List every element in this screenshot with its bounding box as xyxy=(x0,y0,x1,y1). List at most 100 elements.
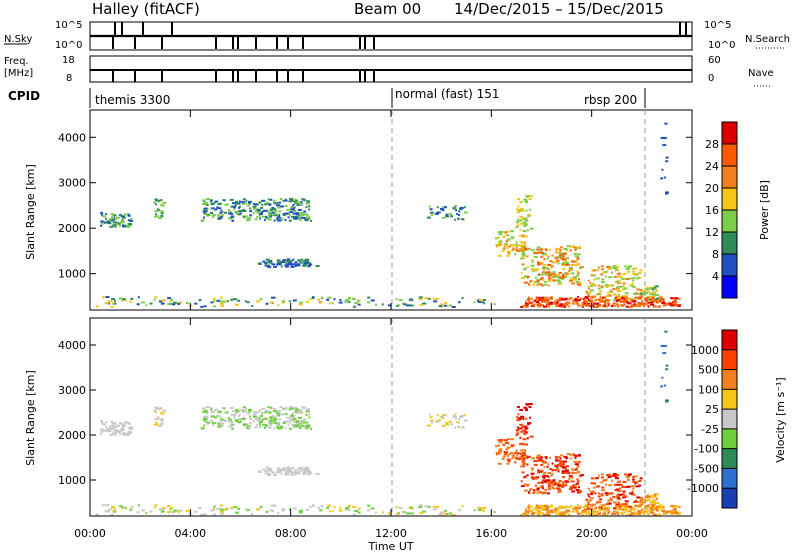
power-pixel xyxy=(300,214,304,217)
power-pixel xyxy=(264,264,269,267)
velocity-pixel xyxy=(273,473,278,476)
velocity-pixel xyxy=(286,471,291,474)
power-pixel xyxy=(540,273,544,276)
velocity-pixel xyxy=(552,479,556,482)
power-pixel xyxy=(439,207,444,210)
velocity-pixel xyxy=(600,509,605,512)
velocity-pixel xyxy=(533,489,536,492)
power-pixel xyxy=(270,296,275,299)
power-pixel xyxy=(246,301,250,304)
power-pixel xyxy=(577,296,580,299)
velocity-pixel xyxy=(128,431,132,434)
velocity-pixel xyxy=(601,476,605,479)
power-pixel xyxy=(239,212,242,215)
power-pixel xyxy=(517,205,520,208)
velocity-pixel xyxy=(233,506,238,509)
power-pixel xyxy=(540,248,544,251)
power-pixel xyxy=(212,300,215,303)
power-pixel xyxy=(606,300,610,303)
velocity-pixel xyxy=(538,458,543,461)
power-pixel xyxy=(543,263,547,266)
velocity-pixel xyxy=(575,510,580,513)
power-pixel xyxy=(673,298,676,301)
power-pixel xyxy=(546,305,551,308)
power-pixel xyxy=(673,301,677,304)
power-pixel xyxy=(505,240,509,243)
velocity-pixel xyxy=(115,425,118,428)
velocity-pixel xyxy=(576,471,580,474)
power-pixel xyxy=(506,254,510,257)
velocity-pixel xyxy=(209,407,213,410)
velocity-pixel xyxy=(559,484,563,487)
power-pixel xyxy=(652,293,657,296)
power-pixel xyxy=(576,263,580,266)
power-pixel xyxy=(524,219,529,222)
velocity-pixel xyxy=(203,416,207,419)
velocity-pixel xyxy=(261,419,264,422)
power-pixel xyxy=(288,261,293,264)
power-pixel xyxy=(654,286,657,289)
power-pixel xyxy=(632,279,635,282)
power-pixel xyxy=(251,305,254,308)
power-pixel xyxy=(127,219,130,222)
power-pixel xyxy=(329,302,332,305)
velocity-pixel xyxy=(631,490,634,493)
power-pixel xyxy=(537,302,541,305)
power-pixel xyxy=(537,298,541,301)
power-pixel xyxy=(497,254,502,257)
velocity-pixel xyxy=(582,509,585,512)
power-pixel xyxy=(274,202,277,205)
velocity-pixel xyxy=(624,508,627,511)
power-pixel xyxy=(630,304,633,307)
power-pixel xyxy=(665,304,668,307)
velocity-pixel xyxy=(528,504,531,507)
power-pixel xyxy=(112,218,116,221)
velocity-pixel xyxy=(104,510,109,513)
velocity-pixel xyxy=(628,513,633,516)
date-range: 14/Dec/2015 – 15/Dec/2015 xyxy=(454,0,664,18)
velocity-pixel xyxy=(255,508,260,511)
power-pixel xyxy=(112,221,117,224)
power-pixel xyxy=(441,209,445,212)
power-pixel xyxy=(294,202,297,205)
power-pixel xyxy=(559,304,563,307)
power-pixel xyxy=(632,300,637,303)
velocity-pixel xyxy=(127,432,132,435)
velocity-pixel xyxy=(510,444,515,447)
power-pixel xyxy=(589,282,592,285)
power-pixel xyxy=(290,263,294,266)
power-pixel xyxy=(452,207,456,210)
velocity-pixel xyxy=(605,503,609,506)
power-pixel xyxy=(497,241,502,244)
power-pixel xyxy=(516,221,520,224)
power-pixel xyxy=(642,292,645,295)
velocity-pixel xyxy=(213,409,216,412)
velocity-pixel xyxy=(110,421,114,424)
power-pixel xyxy=(544,280,548,283)
velocity-pixel xyxy=(249,415,252,418)
velocity-pixel xyxy=(660,506,665,509)
velocity-pixel xyxy=(160,420,164,423)
power-pixel xyxy=(289,259,294,262)
power-pixel xyxy=(665,122,668,125)
velocity-pixel xyxy=(640,498,644,501)
power-pixel xyxy=(155,215,159,218)
velocity-pixel xyxy=(593,486,596,489)
velocity-pixel xyxy=(229,418,233,421)
velocity-pixel xyxy=(540,456,544,459)
velocity-pixel xyxy=(450,423,454,426)
velocity-pixel xyxy=(632,487,635,490)
velocity-pixel xyxy=(454,426,457,429)
velocity-pixel xyxy=(524,508,527,511)
velocity-pixel xyxy=(280,473,283,476)
power-pixel xyxy=(339,299,342,302)
velocity-pixel xyxy=(624,504,629,507)
velocity-pixel xyxy=(662,508,665,511)
velocity-pixel xyxy=(511,457,514,460)
power-pixel xyxy=(103,221,108,224)
velocity-pixel xyxy=(589,497,594,500)
velocity-pixel xyxy=(534,477,538,480)
velocity-pixel xyxy=(507,438,510,441)
velocity-pixel xyxy=(267,406,270,409)
power-pixel xyxy=(303,260,308,263)
